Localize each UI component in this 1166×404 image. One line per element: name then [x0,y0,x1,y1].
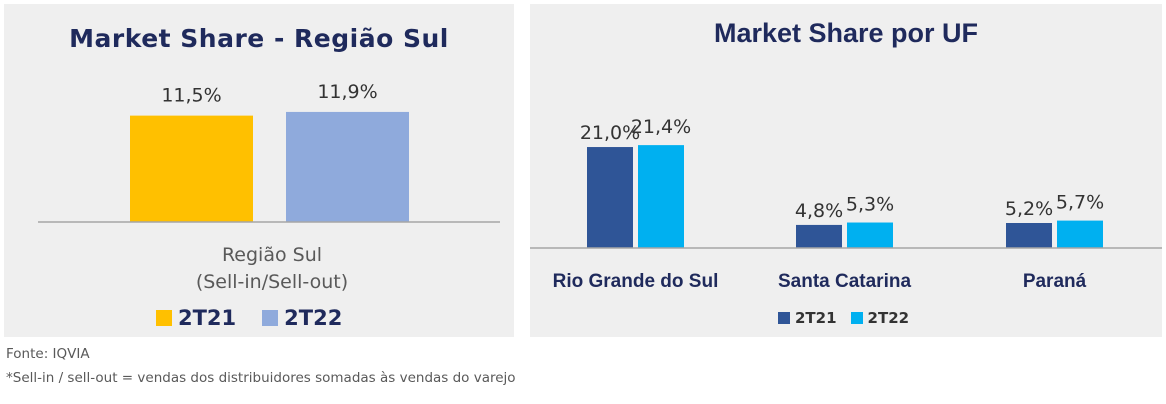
footnote-source: Fonte: IQVIA [6,346,90,362]
legend-item-2t22: 2T22 [262,306,342,330]
value-label-2t22: 5,7% [1056,192,1104,214]
value-label-2t21: 4,8% [795,200,843,222]
value-label-2t22: 5,3% [846,194,894,216]
category-label-rio-grande-do-sul: Rio Grande do Sul [553,271,719,292]
legend-label-2t21: 2T21 [178,306,237,330]
right-chart-title: Market Share por UF [713,18,979,48]
right-chart-legend: 2T21 2T22 [778,309,923,327]
legend-swatch-2t22 [262,310,279,326]
legend-item-2t22: 2T22 [850,309,910,327]
category-label-santa-catarina: Santa Catarina [778,271,911,292]
category-label-paraná: Paraná [1023,271,1087,292]
right-chart-plot: 21,0%21,4% Rio Grande do Sul 4,8% 5,3% Santa… [530,116,1162,292]
legend-label-2t22: 2T22 [284,306,343,330]
left-chart-plot: 11,5% 11,9% Região Sul (Sell-in/Sell-out) [38,81,500,293]
bar-2t22 [286,111,409,222]
footnote-note: *Sell-in / sell-out = vendas dos distrib… [6,370,516,386]
value-label-2t21: 21,0% [580,122,640,144]
value-label-2t21: 5,2% [1005,198,1053,220]
bar-santa-catarina-2t21 [796,224,842,248]
bar-santa-catarina-2t22 [847,222,893,248]
category-label-line-2: (Sell-in/Sell-out) [196,271,348,293]
bar-2t21 [130,115,253,222]
category-label-line-1: Região Sul [222,244,322,266]
value-label-2t22: 21,4% [631,116,691,138]
bar-rio-grande-do-sul-2t22 [638,145,684,248]
legend-label-2t21: 2T21 [795,309,837,327]
legend-item-2t21: 2T21 [778,309,837,327]
value-label-2t22: 11,9% [317,81,377,103]
bar-rio-grande-do-sul-2t21 [587,147,633,248]
legend-swatch-2t21 [156,310,172,326]
legend-swatch-2t21 [778,312,790,324]
bar-paraná-2t22 [1057,220,1103,248]
legend-swatch-2t22 [850,312,863,324]
legend-item-2t21: 2T21 [156,306,236,330]
bar-paraná-2t21 [1006,223,1052,248]
right-chart-panel: Market Share por UF 21,0% 21,4% Rio Grande… [530,4,1162,337]
left-chart-panel: Market Share - Região Sul 11,5% 11,9% Regi… [4,4,514,337]
left-chart-title: Market Share - Região Sul [69,24,449,53]
left-chart-legend: 2T21 2T22 [156,306,368,330]
legend-label-2t22: 2T22 [867,309,910,327]
value-label-2t21: 11,5% [161,85,221,107]
